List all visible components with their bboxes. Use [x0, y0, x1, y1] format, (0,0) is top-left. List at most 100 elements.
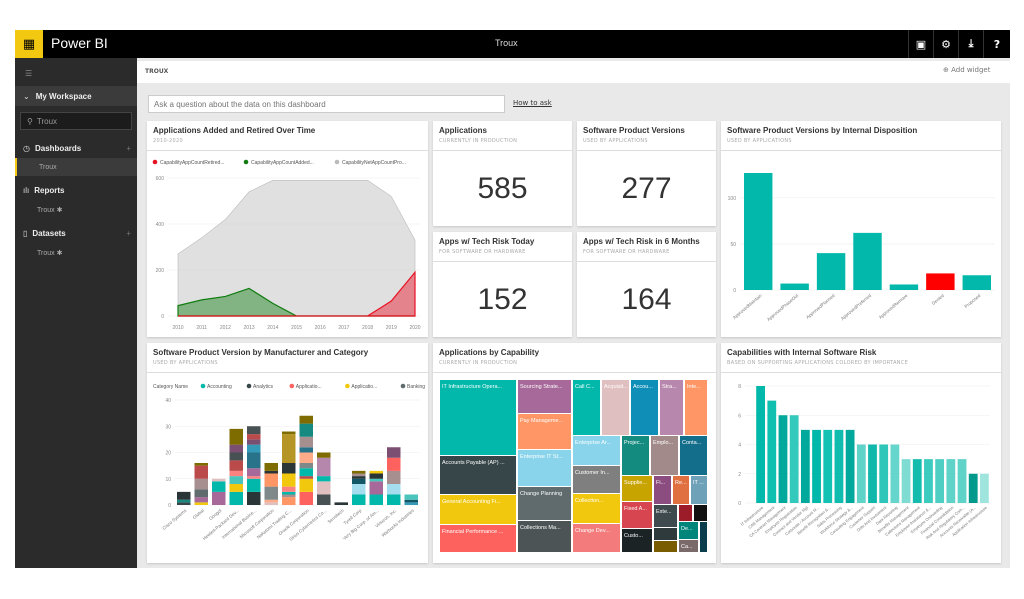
x-tick-label: ApprovedMaintain [732, 293, 763, 320]
bar-segment [229, 452, 243, 461]
y-tick-label: 100 [728, 196, 737, 202]
report-icon: ılı [23, 185, 30, 195]
search-value: Troux [36, 116, 58, 126]
qa-input[interactable] [148, 95, 505, 113]
bar-segment [387, 470, 401, 484]
app-name: Power BI [51, 35, 108, 51]
tile-applications[interactable]: Applications CURRENTLY IN PRODUCTION 585 [433, 121, 572, 226]
bar [800, 429, 810, 503]
treemap-cell [631, 380, 658, 435]
add-dashboard-icon[interactable]: + [126, 143, 131, 153]
bar-segment [282, 473, 296, 487]
treemap-label: Stra... [662, 384, 677, 390]
legend-label: Accounting [207, 384, 232, 390]
bar-segment [282, 463, 296, 474]
add-dataset-icon[interactable]: + [126, 228, 131, 238]
area-series [177, 180, 416, 317]
bar-segment [229, 470, 243, 477]
dashboard-troux[interactable]: Troux [15, 158, 137, 176]
bar-segment [282, 494, 296, 498]
my-workspace[interactable]: ⌄ My Workspace [15, 86, 137, 106]
treemap-cell [622, 529, 652, 552]
x-tick-label: 2018 [362, 325, 373, 331]
treemap-cell [573, 494, 620, 523]
tile-title: Apps w/ Tech Risk Today [439, 237, 535, 246]
report-troux[interactable]: Troux ✱ [37, 207, 63, 214]
sidebar-item-datasets[interactable]: ▯ Datasets + [15, 225, 137, 241]
add-widget-button[interactable]: ⊕ Add widget [943, 66, 990, 74]
tile-title: Applications Added and Retired Over Time [153, 126, 316, 135]
dataset-troux[interactable]: Troux ✱ [37, 250, 63, 257]
bar [946, 459, 956, 503]
hamburger-icon[interactable]: ☰ [25, 68, 33, 78]
treemap-cell [573, 524, 620, 552]
bar-segment [247, 476, 261, 479]
bar-segment [369, 481, 383, 495]
legend-label: CapabilityAppCountAdded... [251, 160, 314, 166]
bar [834, 429, 844, 503]
y-tick-label: 10 [165, 477, 171, 483]
x-tick-label: Denied [931, 293, 946, 306]
help-icon[interactable]: ? [983, 30, 1010, 58]
bar-segment [317, 494, 331, 505]
bar-segment [282, 491, 296, 495]
bar [901, 459, 911, 503]
bar-segment [247, 444, 261, 453]
workspace-label: My Workspace [35, 91, 92, 101]
tile-title: Software Product Versions by Internal Di… [727, 126, 918, 135]
gear-icon[interactable]: ⚙ [933, 30, 958, 58]
tile-software-product-versions[interactable]: Software Product Versions USED BY APPLICA… [577, 121, 716, 226]
treemap-cell [518, 414, 571, 449]
bar-segment [299, 415, 313, 424]
bar-segment [317, 452, 331, 458]
tile-title: Capabilities with Internal Software Risk [727, 348, 877, 357]
bar-segment [264, 486, 278, 500]
bar-segment [194, 465, 208, 479]
app-launcher-icon[interactable]: ▦ [15, 30, 43, 58]
x-tick-label: Oracle Corporation [278, 508, 311, 537]
sidebar-item-reports[interactable]: ılı Reports [15, 182, 137, 198]
treemap-label: Exte... [656, 509, 672, 515]
treemap-cell [685, 380, 707, 435]
treemap-label: Emplo... [653, 440, 674, 446]
tile-subtitle: USED BY APPLICATIONS [583, 138, 648, 144]
treemap-label: Fi... [656, 480, 666, 486]
legend-marker [345, 383, 350, 389]
bar [756, 386, 765, 503]
bar-segment [404, 502, 418, 505]
treemap-cell [602, 380, 629, 435]
bar-segment [177, 499, 191, 503]
x-tick-label: ApprovedPlanned [805, 293, 836, 320]
bar-segment [369, 470, 383, 474]
y-tick-label: 0 [733, 288, 736, 294]
tile-tech-risk-6-months[interactable]: Apps w/ Tech Risk in 6 Months FOR SOFTWAR… [577, 232, 716, 337]
reports-label: Reports [34, 185, 65, 195]
y-tick-label: 0 [738, 501, 741, 507]
bar-segment [387, 484, 401, 495]
bar-segment [194, 502, 208, 505]
y-tick-label: 0 [161, 314, 164, 320]
tile-tech-risk-today[interactable]: Apps w/ Tech Risk Today FOR SOFTWARE OR H… [433, 232, 572, 337]
download-icon[interactable]: ⤓ [958, 30, 983, 58]
treemap-label: De... [681, 526, 693, 532]
fullscreen-icon[interactable]: ▣ [908, 30, 933, 58]
treemap-label: Collection... [575, 498, 604, 504]
search-input[interactable]: ⚲ Troux [20, 112, 132, 130]
y-tick-label: 8 [738, 384, 741, 390]
bar [780, 283, 809, 290]
treemap-label: Projec... [624, 440, 645, 446]
bar-segment [247, 468, 261, 477]
how-to-ask-link[interactable]: How to ask [513, 99, 552, 107]
tile-title: Apps w/ Tech Risk in 6 Months [583, 237, 700, 246]
top-bar: ▦ Power BI Troux ▣ ⚙ ⤓ ? [15, 30, 1010, 58]
bar-segment [352, 470, 366, 474]
bar [924, 459, 933, 503]
tile-area-chart[interactable]: Applications Added and Retired Over Time… [147, 121, 428, 337]
legend-marker [152, 159, 158, 165]
sidebar-item-dashboards[interactable]: ◷ Dashboards + [15, 140, 137, 156]
bar-segment [229, 428, 243, 445]
treemap-label: Supplie... [624, 480, 647, 486]
bar-segment [229, 444, 243, 453]
treemap-cell [679, 505, 692, 521]
bar-segment [317, 476, 331, 482]
